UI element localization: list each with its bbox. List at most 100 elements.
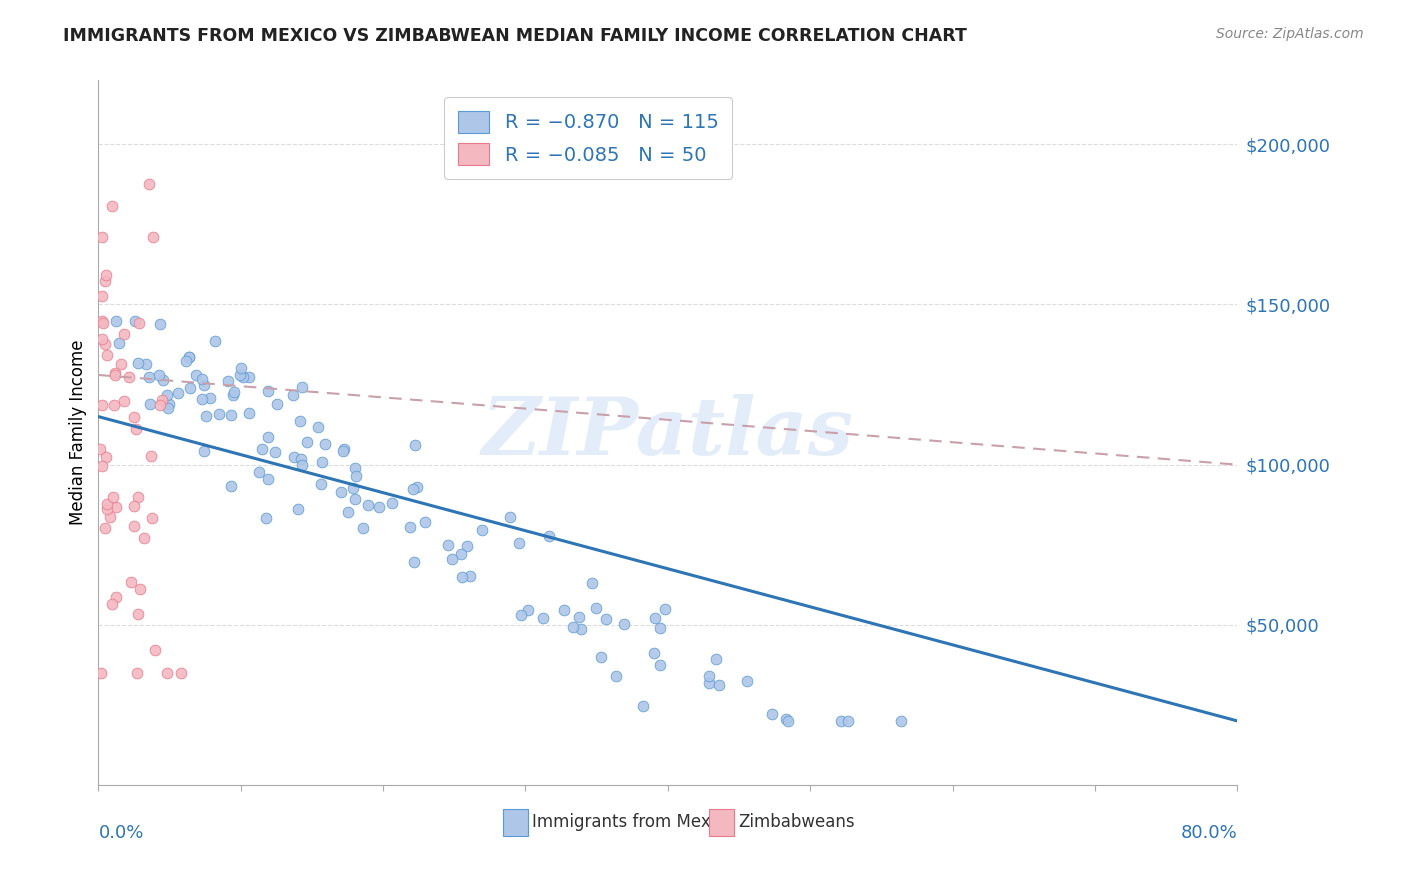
Point	[569, 622, 592, 636]
Point	[91, 332, 114, 346]
Point	[404, 437, 426, 451]
Text: 0.0%: 0.0%	[98, 823, 143, 842]
Point	[156, 388, 179, 402]
Point	[254, 510, 277, 524]
Point	[257, 430, 280, 444]
Point	[830, 714, 852, 728]
Point	[125, 665, 148, 680]
Point	[333, 442, 356, 456]
Point	[330, 485, 353, 500]
Point	[139, 397, 162, 411]
Point	[128, 582, 150, 596]
Point	[142, 229, 165, 244]
Point	[157, 397, 180, 411]
Point	[167, 386, 190, 401]
Point	[152, 373, 174, 387]
Point	[458, 568, 481, 582]
Point	[402, 555, 425, 569]
Point	[308, 420, 330, 434]
Point	[156, 665, 179, 680]
Point	[141, 511, 163, 525]
Point	[314, 437, 336, 451]
Point	[295, 435, 318, 450]
Point	[170, 665, 193, 680]
Point	[145, 643, 167, 657]
Point	[654, 602, 676, 616]
Point	[508, 535, 530, 549]
Point	[287, 501, 309, 516]
Point	[441, 551, 464, 566]
Point	[104, 366, 127, 380]
Point	[124, 313, 146, 327]
Point	[595, 612, 617, 626]
Point	[644, 611, 666, 625]
Point	[127, 356, 149, 370]
Point	[94, 336, 117, 351]
Point	[90, 665, 112, 680]
Point	[568, 610, 591, 624]
Point	[581, 576, 603, 591]
Point	[450, 570, 472, 584]
Point	[605, 669, 627, 683]
Point	[343, 461, 366, 475]
Point	[204, 334, 226, 348]
Point	[112, 327, 135, 342]
Point	[381, 496, 404, 510]
Point	[283, 450, 305, 464]
Point	[101, 199, 124, 213]
Point	[533, 611, 555, 625]
Point	[101, 597, 124, 611]
Point	[266, 397, 288, 411]
Point	[105, 591, 128, 605]
Point	[735, 673, 758, 688]
Point	[704, 652, 727, 666]
Point	[562, 620, 585, 634]
Point	[149, 317, 172, 331]
Text: 80.0%: 80.0%	[1181, 823, 1237, 842]
Point	[247, 465, 270, 479]
Point	[141, 449, 163, 463]
Point	[613, 616, 636, 631]
Point	[176, 353, 198, 368]
Point	[149, 398, 172, 412]
Point	[191, 372, 214, 386]
Bar	[503, 809, 527, 836]
Point	[179, 350, 201, 364]
Point	[499, 510, 522, 524]
Point	[402, 482, 425, 496]
Point	[217, 374, 239, 388]
Point	[309, 477, 332, 491]
Point	[337, 505, 360, 519]
Point	[221, 479, 243, 493]
Point	[291, 380, 314, 394]
Point	[288, 414, 311, 428]
Point	[342, 482, 364, 496]
Point	[194, 409, 217, 423]
Point	[450, 548, 472, 562]
Point	[352, 521, 374, 535]
Text: Source: ZipAtlas.com: Source: ZipAtlas.com	[1216, 27, 1364, 41]
Point	[368, 500, 391, 514]
Point	[120, 575, 142, 590]
Point	[256, 384, 278, 398]
Y-axis label: Median Family Income: Median Family Income	[69, 340, 87, 525]
Point	[156, 401, 179, 415]
Point	[179, 350, 201, 364]
Point	[471, 523, 494, 537]
Point	[125, 422, 148, 436]
Point	[697, 668, 720, 682]
Point	[91, 289, 114, 303]
Point	[104, 368, 127, 383]
Point	[104, 500, 127, 514]
Text: Zimbabweans: Zimbabweans	[738, 814, 855, 831]
Point	[193, 377, 215, 392]
Point	[132, 531, 155, 545]
Point	[98, 509, 121, 524]
Point	[90, 398, 112, 412]
Point	[650, 621, 672, 635]
Text: IMMIGRANTS FROM MEXICO VS ZIMBABWEAN MEDIAN FAMILY INCOME CORRELATION CHART: IMMIGRANTS FROM MEXICO VS ZIMBABWEAN MED…	[63, 27, 967, 45]
Point	[775, 712, 797, 726]
Point	[222, 387, 245, 401]
Point	[332, 444, 354, 458]
Point	[344, 469, 367, 483]
